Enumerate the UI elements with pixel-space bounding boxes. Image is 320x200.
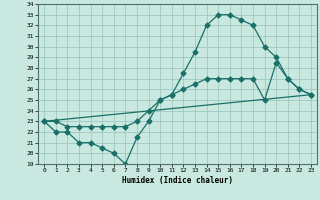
X-axis label: Humidex (Indice chaleur): Humidex (Indice chaleur) <box>122 176 233 185</box>
